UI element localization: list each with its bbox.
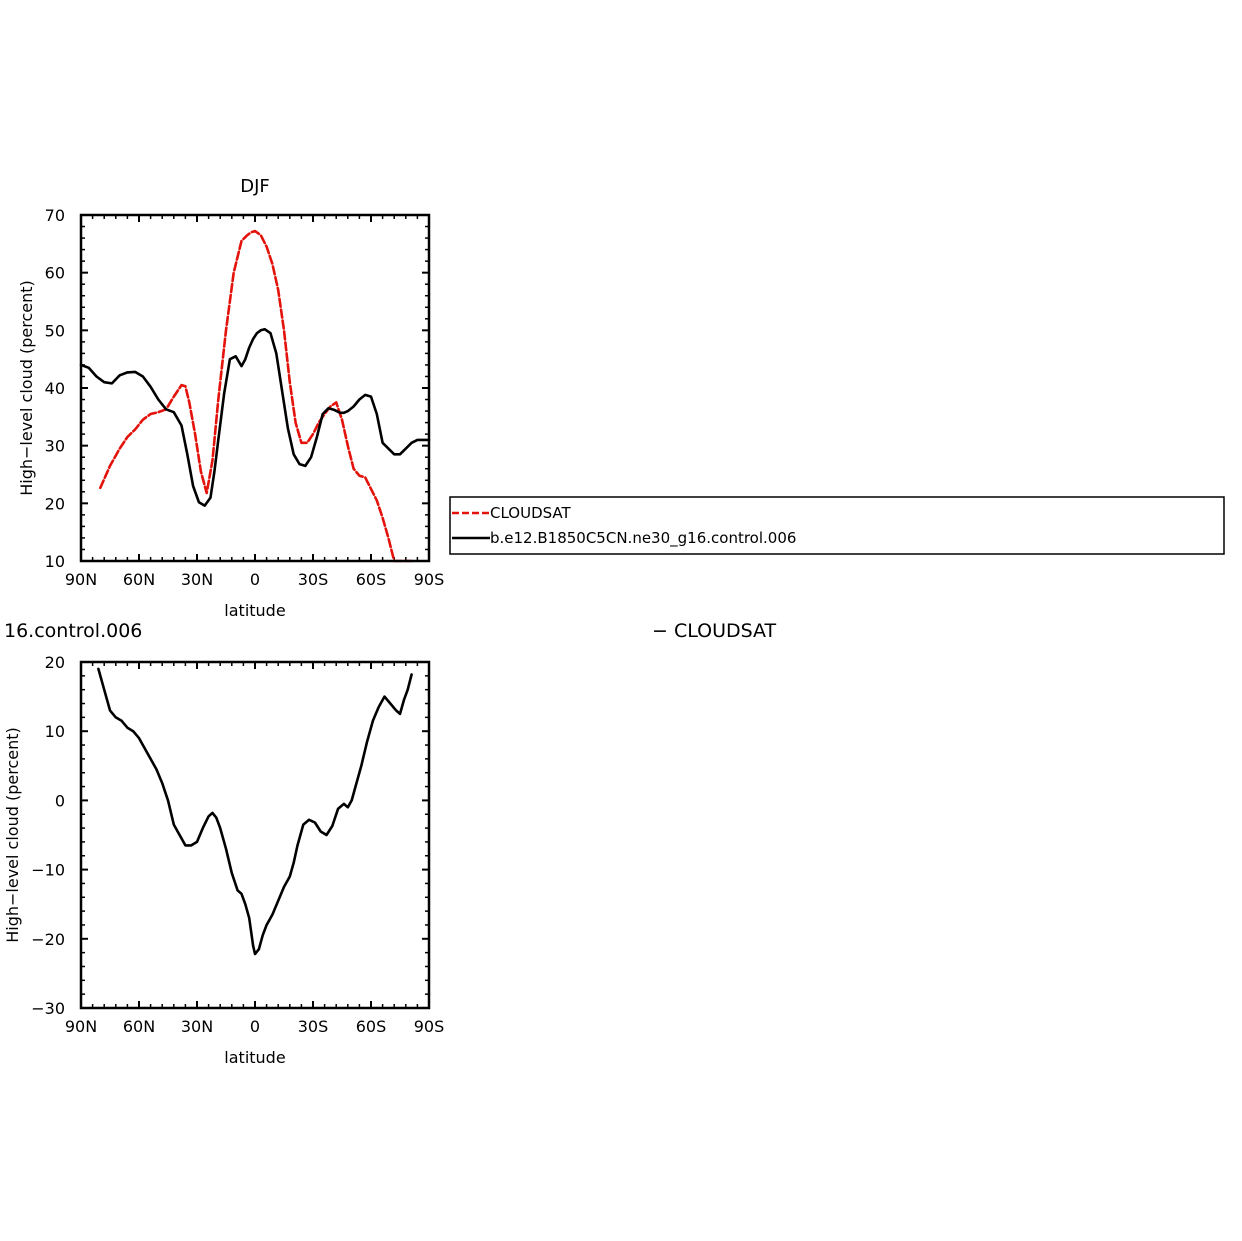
top-y-tick-label: 70 bbox=[45, 206, 65, 225]
bottom-y-ticks: −30 −20 −10 0 10 20 bbox=[31, 653, 429, 1018]
top-x-axis-label: latitude bbox=[224, 601, 285, 620]
bottom-x-tick-label: 60N bbox=[123, 1017, 155, 1036]
bottom-x-axis-label: latitude bbox=[224, 1048, 285, 1067]
bottom-panel-title: 16.control.006 bbox=[4, 620, 142, 642]
top-y-tick-label: 50 bbox=[45, 321, 65, 340]
bottom-series-lines bbox=[97, 667, 413, 956]
bottom-series-line-0 bbox=[97, 667, 413, 956]
top-x-tick-label: 30S bbox=[298, 570, 329, 589]
top-plot-frame bbox=[79, 213, 431, 563]
legend-label-cloudsat: CLOUDSAT bbox=[490, 504, 572, 522]
legend: CLOUDSAT b.e12.B1850C5CN.ne30_g16.contro… bbox=[449, 496, 1225, 555]
bottom-panel: 16.control.006 − CLOUDSAT 90N 60N 30N 0 30S 6… bbox=[3, 620, 777, 1067]
top-x-tick-label: 0 bbox=[250, 570, 260, 589]
bottom-y-tick-label: −20 bbox=[31, 930, 65, 949]
bottom-y-tick-label: −30 bbox=[31, 999, 65, 1018]
bottom-x-tick-label: 90S bbox=[414, 1017, 445, 1036]
top-x-tick-label: 30N bbox=[181, 570, 213, 589]
top-y-tick-label: 30 bbox=[45, 437, 65, 456]
bottom-panel-subtitle: − CLOUDSAT bbox=[652, 620, 777, 642]
top-series-lines bbox=[79, 229, 431, 563]
bottom-plot-frame bbox=[79, 660, 431, 1010]
bottom-x-tick-label: 60S bbox=[356, 1017, 387, 1036]
bottom-x-tick-label: 30N bbox=[181, 1017, 213, 1036]
bottom-y-tick-label: 20 bbox=[45, 653, 65, 672]
bottom-y-tick-label: 10 bbox=[45, 722, 65, 741]
bottom-x-tick-label: 0 bbox=[250, 1017, 260, 1036]
top-y-axis-label: High−level cloud (percent) bbox=[17, 280, 36, 496]
legend-label-model: b.e12.B1850C5CN.ne30_g16.control.006 bbox=[490, 529, 796, 548]
top-y-tick-label: 60 bbox=[45, 264, 65, 283]
top-series-line-1 bbox=[79, 327, 431, 507]
top-y-tick-label: 20 bbox=[45, 494, 65, 513]
top-x-tick-label: 60S bbox=[356, 570, 387, 589]
top-x-tick-label: 90N bbox=[65, 570, 97, 589]
top-x-ticks: 90N 60N 30N 0 30S 60S 90S bbox=[65, 215, 444, 589]
bottom-x-tick-label: 30S bbox=[298, 1017, 329, 1036]
bottom-x-tick-label: 90N bbox=[65, 1017, 97, 1036]
bottom-y-tick-label: −10 bbox=[31, 861, 65, 880]
top-panel-title: DJF bbox=[240, 176, 270, 197]
bottom-y-tick-label: 0 bbox=[55, 791, 65, 810]
top-y-tick-label: 10 bbox=[45, 552, 65, 571]
legend-box bbox=[449, 496, 1225, 555]
top-x-tick-label: 90S bbox=[414, 570, 445, 589]
top-panel: DJF 90N 60N 30N 0 30S 60S 90S 10 20 30 40 50 60 70 l… bbox=[17, 176, 444, 620]
top-x-tick-label: 60N bbox=[123, 570, 155, 589]
bottom-x-ticks: 90N 60N 30N 0 30S 60S 90S bbox=[65, 662, 444, 1036]
bottom-y-axis-label: High−level cloud (percent) bbox=[3, 727, 22, 943]
top-y-tick-label: 40 bbox=[45, 379, 65, 398]
top-series-line-0 bbox=[99, 229, 413, 563]
